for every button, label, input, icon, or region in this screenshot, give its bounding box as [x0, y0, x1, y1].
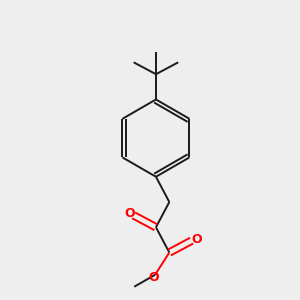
Text: O: O	[149, 271, 160, 284]
Text: O: O	[124, 206, 134, 220]
Text: O: O	[192, 233, 202, 246]
